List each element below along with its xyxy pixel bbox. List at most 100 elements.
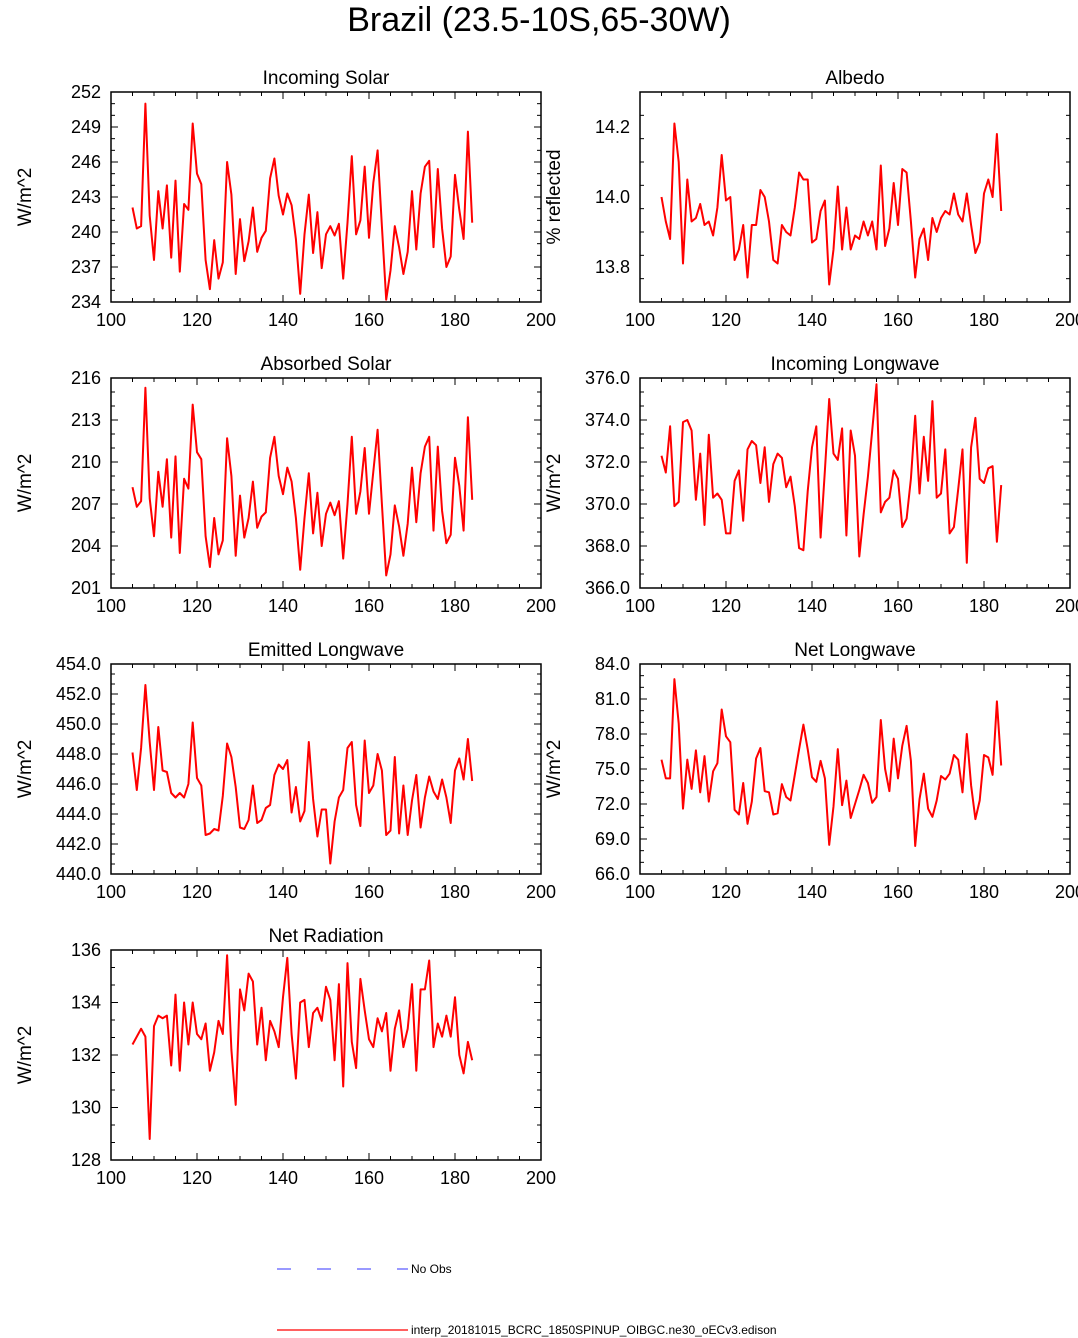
panel-emitted-longwave: Emitted Longwave 100 120 140 160 180 200 440.0 4… (15, 640, 556, 902)
legend-model-label: interp_20181015_BCRC_1850SPINUP_OIBGC.ne… (411, 1323, 777, 1337)
legend-obs-label: No Obs (411, 1262, 452, 1276)
panel-net-radiation: Net Radiation 100 120 140 160 180 200 128 130 132… (15, 926, 556, 1188)
y-tick-label: 128 (71, 1150, 101, 1170)
y-tick-label: 204 (71, 536, 101, 556)
y-tick-label: 246 (71, 152, 101, 172)
x-tick-label: 180 (440, 882, 470, 902)
y-tick-label: 370.0 (585, 494, 630, 514)
panel-title: Emitted Longwave (248, 640, 404, 661)
y-tick-label: 454.0 (56, 654, 101, 674)
y-tick-label: 130 (71, 1098, 101, 1118)
plot-frame (639, 663, 1071, 875)
panel-net-longwave: Net Longwave 100 120 140 160 180 200 66.0 69.0 72… (544, 640, 1078, 902)
y-tick-label: 368.0 (585, 536, 630, 556)
y-tick-label: 243 (71, 187, 101, 207)
plot-frame (110, 949, 542, 1161)
x-tick-label: 120 (711, 310, 741, 330)
series-line (660, 122, 1003, 286)
x-tick-label: 160 (354, 1168, 384, 1188)
y-tick-label: 452.0 (56, 684, 101, 704)
x-tick-label: 200 (1055, 882, 1078, 902)
x-tick-label: 120 (182, 882, 212, 902)
y-tick-label: 14.2 (595, 117, 630, 137)
x-tick-label: 160 (883, 596, 913, 616)
panel-title: Absorbed Solar (261, 354, 393, 375)
series-line (131, 386, 474, 577)
x-tick-label: 200 (526, 596, 556, 616)
x-tick-label: 180 (440, 596, 470, 616)
y-tick-label: 207 (71, 494, 101, 514)
y-tick-label: 84.0 (595, 654, 630, 674)
y-tick-label: 448.0 (56, 744, 101, 764)
panel-title: Net Longwave (794, 640, 915, 661)
x-tick-label: 100 (96, 596, 126, 616)
x-tick-label: 180 (969, 596, 999, 616)
plot-frame (639, 377, 1071, 589)
y-tick-label: 210 (71, 452, 101, 472)
x-tick-label: 160 (354, 882, 384, 902)
y-tick-label: 75.0 (595, 759, 630, 779)
x-tick-label: 180 (440, 310, 470, 330)
y-tick-label: 69.0 (595, 829, 630, 849)
x-tick-label: 160 (354, 596, 384, 616)
series-line (660, 678, 1003, 847)
x-tick-label: 140 (268, 882, 298, 902)
x-tick-label: 120 (182, 310, 212, 330)
panel-title: Net Radiation (268, 926, 383, 947)
panel-title: Incoming Longwave (771, 354, 940, 375)
series-line (131, 954, 474, 1140)
x-tick-label: 200 (526, 310, 556, 330)
y-tick-label: 366.0 (585, 578, 630, 598)
y-tick-label: 237 (71, 257, 101, 277)
panel-absorbed-solar: Absorbed Solar 100 120 140 160 180 200 201 204 20… (15, 354, 556, 616)
y-tick-label: 234 (71, 292, 101, 312)
y-tick-label: 252 (71, 82, 101, 102)
y-tick-label: 81.0 (595, 689, 630, 709)
x-tick-label: 160 (883, 310, 913, 330)
y-axis-label: W/m^2 (15, 1026, 36, 1085)
x-tick-label: 140 (797, 310, 827, 330)
y-tick-label: 201 (71, 578, 101, 598)
y-tick-label: 136 (71, 940, 101, 960)
x-tick-label: 180 (969, 310, 999, 330)
y-tick-label: 13.8 (595, 257, 630, 277)
x-tick-label: 120 (182, 596, 212, 616)
x-tick-label: 180 (969, 882, 999, 902)
y-axis-label: W/m^2 (15, 740, 36, 799)
y-tick-label: 372.0 (585, 452, 630, 472)
series-line (660, 383, 1003, 564)
panel-albedo: Albedo 100 120 140 160 180 200 13.8 14.0 14.2 % re… (544, 68, 1078, 330)
y-tick-label: 240 (71, 222, 101, 242)
y-tick-label: 216 (71, 368, 101, 388)
panel-incoming-longwave: Incoming Longwave 100 120 140 160 180 200 366.0… (544, 354, 1078, 616)
plot-frame (639, 91, 1071, 303)
x-tick-label: 200 (526, 882, 556, 902)
x-tick-label: 200 (526, 1168, 556, 1188)
y-tick-label: 134 (71, 993, 101, 1013)
y-axis-label: W/m^2 (15, 454, 36, 513)
series-line (131, 684, 474, 865)
y-tick-label: 444.0 (56, 804, 101, 824)
y-tick-label: 450.0 (56, 714, 101, 734)
y-tick-label: 72.0 (595, 794, 630, 814)
y-tick-label: 249 (71, 117, 101, 137)
panel-incoming-solar: Incoming Solar 100 120 140 160 180 200 234 237 24… (15, 68, 556, 330)
x-tick-label: 120 (182, 1168, 212, 1188)
plot-frame (110, 377, 542, 589)
panel-title: Incoming Solar (263, 68, 390, 89)
x-tick-label: 100 (625, 310, 655, 330)
figure-title: Brazil (23.5-10S,65-30W) (347, 1, 731, 39)
x-tick-label: 100 (96, 882, 126, 902)
y-tick-label: 376.0 (585, 368, 630, 388)
x-tick-label: 100 (96, 310, 126, 330)
y-tick-label: 446.0 (56, 774, 101, 794)
plot-frame (110, 663, 542, 875)
x-tick-label: 140 (797, 882, 827, 902)
y-tick-label: 66.0 (595, 864, 630, 884)
y-tick-label: 14.0 (595, 187, 630, 207)
x-tick-label: 120 (711, 596, 741, 616)
x-tick-label: 140 (268, 1168, 298, 1188)
x-tick-label: 100 (625, 596, 655, 616)
series-line (131, 102, 474, 301)
